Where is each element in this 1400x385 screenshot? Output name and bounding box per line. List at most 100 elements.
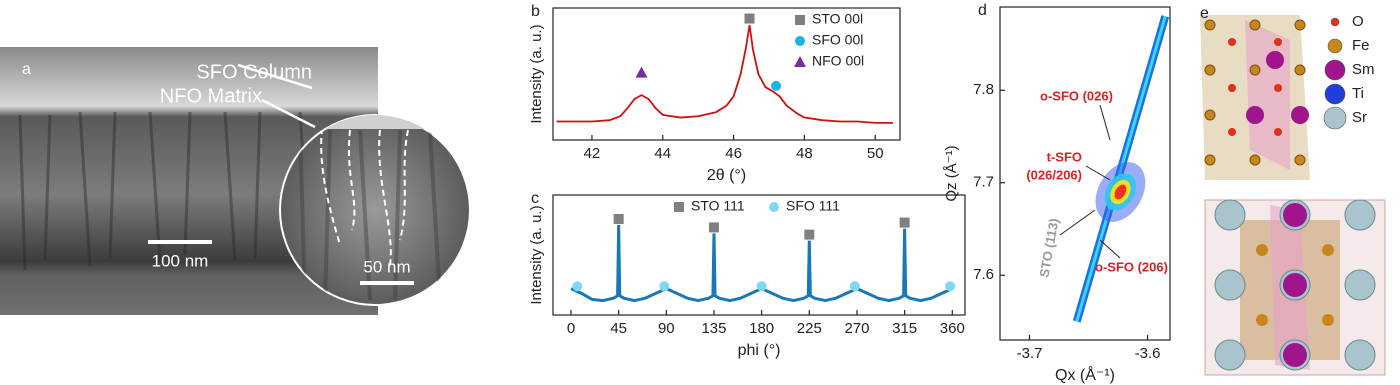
scalebar: [360, 281, 414, 285]
y-axis-label: Intensity (a. u.): [528, 205, 545, 304]
legend-marker: [795, 36, 805, 46]
y-tick-label: 7.6: [973, 266, 994, 283]
legend-marker: [1330, 17, 1340, 27]
atom: [1204, 154, 1216, 166]
annotation: STO (113): [1036, 217, 1061, 278]
legend-label: Sm: [1352, 61, 1375, 78]
legend-label: SFO 111: [786, 198, 840, 214]
x-tick-label: 270: [844, 320, 869, 337]
tem-texture: [18, 111, 312, 271]
x-axis-label: phi (°): [738, 342, 781, 359]
atom: [1204, 109, 1216, 121]
atom: [1249, 19, 1261, 31]
legend-marker: [1324, 83, 1346, 105]
atom: [1344, 339, 1376, 371]
legend-label: Sr: [1352, 109, 1367, 126]
atom: [1266, 51, 1284, 69]
marker: [804, 229, 815, 240]
legend-marker: [674, 202, 684, 212]
panel-label: c: [531, 190, 539, 207]
annotation: (026/206): [1026, 167, 1082, 182]
y-axis-label: Intensity (a. u.): [528, 24, 545, 123]
atom: [1344, 269, 1376, 301]
x-tick-label: 46: [725, 145, 742, 162]
atom: [1256, 314, 1268, 326]
pointer: [237, 63, 313, 90]
annotation: o-SFO (026): [1040, 88, 1113, 103]
annotation-arrow: [1099, 239, 1121, 259]
legend-marker: [1327, 38, 1343, 54]
x-axis-label: Qx (Å⁻¹): [1055, 365, 1115, 384]
atom: [1249, 64, 1261, 76]
crystal-structure: [1200, 15, 1386, 376]
atom: [1294, 64, 1306, 76]
x-tick-label: 50: [867, 145, 884, 162]
x-tick-label: 42: [584, 145, 601, 162]
legend-marker: [769, 202, 779, 212]
panel-label: e: [1200, 5, 1209, 22]
panel-label: d: [978, 2, 987, 19]
legend-label: O: [1352, 13, 1364, 30]
legend-label: NFO 00l: [812, 53, 864, 69]
panel-label: a: [22, 61, 31, 78]
x-tick-label: 315: [892, 320, 917, 337]
atom: [1228, 84, 1236, 92]
marker: [708, 222, 719, 233]
marker: [659, 281, 670, 292]
legend-marker: [1324, 59, 1346, 81]
atom: [1274, 128, 1282, 136]
pointer: [261, 98, 316, 129]
atom: [1274, 84, 1282, 92]
atom: [1246, 106, 1264, 124]
x-tick-label: 135: [701, 320, 726, 337]
legend-marker: [794, 56, 806, 67]
marker: [613, 214, 624, 224]
annotation-arrow: [1059, 209, 1096, 236]
atom: [1322, 314, 1334, 326]
x-tick-label: 225: [797, 320, 822, 337]
x-tick-label: 0: [567, 320, 575, 337]
plot-frame: [999, 6, 1171, 341]
x-tick-label: -3.6: [1135, 345, 1161, 362]
atom: [1204, 19, 1216, 31]
atom: [1294, 19, 1306, 31]
atom: [1214, 269, 1246, 301]
atom: [1214, 199, 1246, 231]
x-tick-label: 44: [654, 145, 671, 162]
y-tick-label: 7.8: [973, 81, 994, 98]
atom: [1283, 343, 1307, 367]
legend-marker: [795, 15, 805, 25]
atom: [1204, 64, 1216, 76]
atom: [1283, 273, 1307, 297]
atom: [1249, 154, 1261, 166]
atom: [1283, 203, 1307, 227]
atom: [1256, 244, 1268, 256]
marker: [572, 281, 583, 292]
scalebar-label: 100 nm: [152, 251, 209, 270]
marker: [945, 281, 956, 292]
annotation-arrow: [1085, 165, 1111, 181]
x-tick-label: 90: [658, 320, 675, 337]
atom: [1291, 106, 1309, 124]
legend-label: Fe: [1352, 37, 1370, 54]
x-tick-label: 360: [940, 320, 965, 337]
line: [556, 25, 893, 124]
peak: [1114, 184, 1127, 200]
atom: [1214, 339, 1246, 371]
annotation: t-SFO: [1047, 149, 1082, 164]
legend-label: SFO 00l: [812, 32, 863, 48]
marker: [744, 13, 755, 24]
x-tick-label: -3.7: [1017, 345, 1043, 362]
annotation: NFO Matrix: [160, 85, 262, 107]
y-axis-label: Qz (Å⁻¹): [943, 145, 960, 201]
marker: [849, 281, 860, 292]
panel-label: b: [531, 3, 540, 20]
x-axis-label: 2θ (°): [707, 167, 746, 184]
legend-label: STO 111: [691, 198, 745, 214]
annotation: o-SFO (206): [1095, 259, 1168, 274]
scalebar: [148, 240, 212, 244]
marker: [756, 281, 767, 292]
map: [1072, 15, 1170, 323]
